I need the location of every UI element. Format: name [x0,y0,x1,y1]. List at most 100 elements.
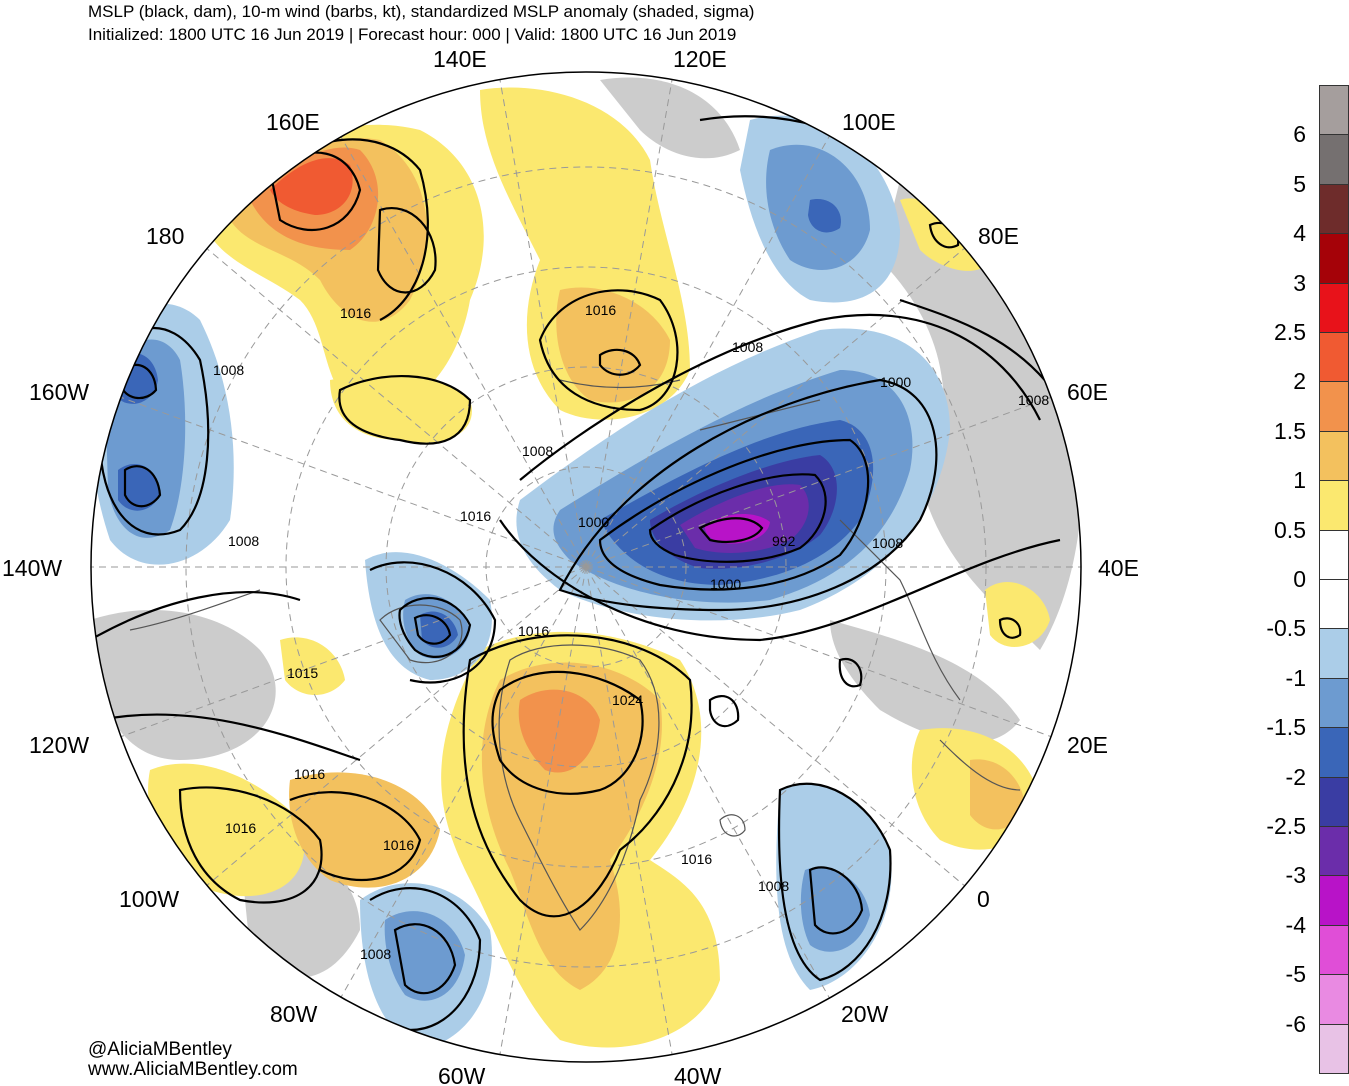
isobar-label: 1000 [578,514,609,530]
colorbar-cell [1319,974,1349,1025]
lon-label: 80E [978,223,1019,249]
lon-label: 140W [2,555,62,581]
isobar-label: 1008 [872,535,903,551]
isobar-label: 1016 [518,623,549,639]
colorbar-label: -6 [1285,1010,1306,1037]
positive-anomaly [518,689,600,773]
isobar-label: 1008 [360,946,391,962]
positive-anomaly [289,772,440,888]
colorbar-cell [1319,628,1349,679]
coastlines [129,379,1021,931]
lon-label: 60W [438,1063,486,1086]
colorbar-cell [1319,826,1349,877]
colorbar-label: -2 [1285,763,1306,790]
colorbar-cell [1319,480,1349,531]
lon-label: 20E [1067,732,1108,758]
map-subtitle: Initialized: 1800 UTC 16 Jun 2019 | Fore… [88,25,737,44]
lon-label: 120E [673,46,727,72]
isobar-labels: 1016 1008 1016 1008 1000 1008 1008 1000 … [213,302,1049,962]
isobar-label: 1016 [340,305,371,321]
lon-label: 140E [433,46,487,72]
positive-anomaly [270,158,353,215]
isobar-label: 1008 [228,533,259,549]
colorbar-cell [1319,579,1349,630]
positive-anomaly [900,198,990,271]
longitude-labels: 140E 120E 160E 100E 180 80E 160W 60E 140… [2,46,1139,1086]
isobar-label: 1016 [681,851,712,867]
colorbar-label: -1.5 [1266,714,1306,741]
isobar-label: 1016 [460,508,491,524]
lon-label: 0 [977,886,990,912]
negative-anomaly [808,199,841,233]
colorbar-cell [1319,924,1349,976]
colorbar-cell [1319,776,1349,827]
isobar-label: 1016 [294,766,325,782]
lon-label: 20W [841,1001,889,1027]
colorbar-label: 1 [1293,467,1306,494]
colorbar-label: 5 [1293,170,1306,197]
colorbar-cell [1319,381,1349,432]
colorbar [1319,85,1349,1074]
colorbar-cell [1319,85,1349,136]
isobar-label: 1008 [1018,392,1049,408]
negative-anomaly [800,867,870,952]
colorbar-label: -3 [1285,862,1306,889]
colorbar-cell [1319,282,1349,333]
positive-anomaly [280,637,345,695]
lon-label: 40E [1098,555,1139,581]
credit-website: www.AliciaMBentley.com [88,1059,298,1080]
colorbar-cell [1319,875,1349,926]
colorbar-label: 2.5 [1274,319,1306,345]
colorbar-label: 1.5 [1274,417,1306,444]
colorbar-label: -0.5 [1266,615,1306,642]
isobar-label: 1008 [758,878,789,894]
negative-anomaly [420,611,458,648]
isobar-label: 1008 [732,339,763,355]
positive-anomaly [970,759,1025,830]
colorbar-label: -5 [1285,961,1306,988]
isobar-label: 1015 [287,665,318,681]
isobar-label: 1000 [880,374,911,390]
lon-label: 160E [266,109,320,135]
colorbar-label: 6 [1293,121,1306,148]
isobar-label: 992 [772,533,796,549]
isobar-label: 1008 [522,443,553,459]
isobar-label: 1016 [225,820,256,836]
isobar-label: 1000 [710,576,741,592]
colorbar-cell [1319,529,1349,580]
map-title: MSLP (black, dam), 10-m wind (barbs, kt)… [88,2,755,21]
isobar-label: 1008 [213,362,244,378]
lon-label: 180 [146,223,184,249]
lon-label: 120W [29,732,89,758]
colorbar-cell [1319,233,1349,284]
isobar-label: 1016 [585,302,616,318]
colorbar-label: -1 [1285,664,1306,691]
lon-label: 100E [842,109,896,135]
grey-region [830,620,1020,743]
grey-region [600,77,740,159]
positive-anomaly [556,287,670,403]
colorbar-cell [1319,1023,1349,1074]
lon-label: 100W [119,886,179,912]
colorbar-cell [1319,183,1349,235]
isobar-label: 1024 [612,692,643,708]
map-boundary [90,71,1082,1063]
credit-handle: @AliciaMBentley [88,1039,232,1060]
lon-label: 40W [674,1063,722,1086]
colorbar-label: 2 [1293,368,1306,395]
colorbar-cell [1319,727,1349,778]
colorbar-cell [1319,677,1349,729]
colorbar-cell [1319,430,1349,482]
lon-label: 60E [1067,379,1108,405]
colorbar-label: 0 [1293,566,1306,592]
colorbar-cell [1319,332,1349,383]
colorbar-label: -4 [1285,911,1306,938]
isobar-label: 1016 [383,837,414,853]
colorbar-label: 4 [1293,220,1306,247]
positive-anomaly [330,374,472,443]
colorbar-label: -2.5 [1266,813,1306,839]
lon-label: 80W [270,1001,318,1027]
colorbar-cell [1319,134,1349,185]
